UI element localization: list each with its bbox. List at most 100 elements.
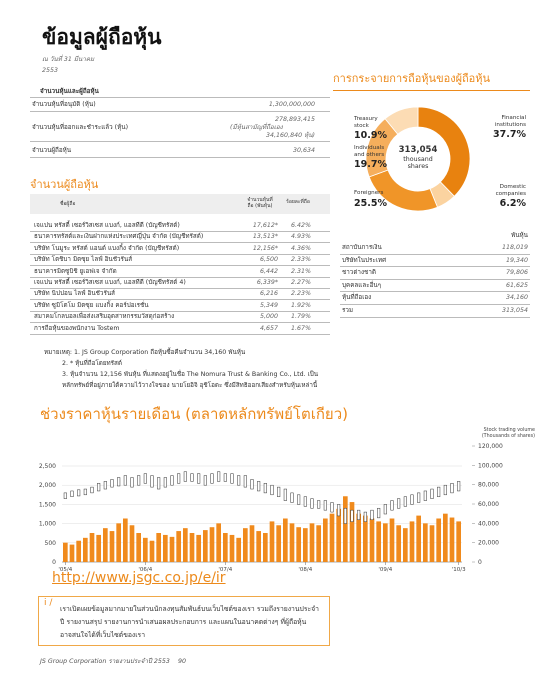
volume-bar: [83, 537, 88, 562]
candle: [250, 479, 254, 490]
shares-held: 6,216: [259, 290, 278, 298]
percent-held: 2.23%: [290, 290, 311, 298]
y2-tick-label: 40,000: [478, 520, 499, 527]
shareholder-name: บริษัท โนมูระ ทรัสต์ แอนด์ แบงกิ้ง จำกัด…: [34, 244, 180, 252]
rule: [30, 141, 330, 142]
volume-bar: [256, 531, 261, 562]
y2-tick-label: 60,000: [478, 501, 499, 508]
slice-name: Individuals and others: [354, 145, 385, 158]
slice-label: 6.2%: [499, 198, 526, 209]
percent-held: 4.93%: [290, 233, 311, 241]
candle: [403, 496, 407, 507]
row-value: 278,893,415: [274, 116, 315, 123]
volume-bar: [443, 513, 448, 562]
row-value: 313,054: [501, 307, 528, 314]
row-value: 118,019: [501, 244, 528, 251]
candle: [257, 481, 261, 492]
percent-held: 2.33%: [290, 256, 311, 264]
y2-tick-label: 100,000: [478, 462, 503, 469]
candle: [357, 509, 361, 521]
candle: [397, 498, 401, 509]
row-label: ชาวต่างชาติ: [342, 269, 376, 277]
candle: [363, 511, 367, 522]
volume-bar: [289, 523, 295, 562]
volume-bar: [169, 536, 175, 562]
legend-label: Stock trading volume: [484, 427, 535, 433]
shares-held: 6,442: [259, 267, 278, 275]
row-value: 19,340: [505, 256, 528, 264]
percent-held: 1.92%: [290, 301, 311, 309]
y-tick-label: 1,000: [39, 521, 56, 528]
candle: [170, 475, 174, 486]
y2-tick-label: 120,000: [478, 443, 503, 450]
candle: [110, 479, 114, 488]
pie-slice: [384, 106, 419, 135]
candle: [123, 475, 127, 486]
shares-held: 5,000: [259, 313, 278, 321]
volume-bar: [76, 540, 81, 562]
volume-bar: [269, 521, 275, 562]
link[interactable]: http://www.jsgc.co.jp/e/ir: [52, 570, 226, 586]
candle: [263, 483, 267, 494]
shareholder-name: บริษัท นิปปอน ไลฟ์ อินชัวรันส์: [34, 290, 115, 298]
stock-chart: 0 500 1,000 1,500 2,000 2,500 0 20,000 40,000 60,…: [39, 427, 535, 573]
candle: [157, 477, 161, 490]
unit: พันหุ้น: [511, 232, 528, 239]
x-tick-label: '07/4: [218, 567, 232, 573]
volume-bar: [343, 496, 348, 562]
volume-bar: [156, 533, 161, 562]
candle: [230, 473, 234, 484]
volume-bar: [309, 523, 315, 562]
volume-bar: [409, 521, 415, 562]
candle: [197, 473, 201, 484]
shares-held: 13,513*: [252, 233, 278, 241]
candle: [77, 489, 81, 497]
volume-bar: [336, 508, 341, 562]
candle: [350, 509, 354, 522]
volume-bar: [236, 537, 241, 562]
rule: [30, 322, 330, 324]
shareholder-name: เจแปน ทรัสตี้ เซอร์วิสเซส แบงก์, แอลทีดี…: [34, 279, 186, 286]
volume-bar: [363, 515, 368, 562]
candle: [130, 477, 134, 488]
page-number: 90: [178, 658, 187, 665]
row-label: จำนวนหุ้นที่ออกและชำระแล้ว (หุ้น): [32, 124, 129, 131]
candle: [243, 475, 247, 488]
candle: [210, 473, 214, 484]
shareholder-name: เจแปน ทรัสตี้ เซอร์วิสเซส แบงก์, แอลทีดี…: [34, 222, 180, 229]
volume-bar: [96, 534, 101, 562]
y2-tick-label: 0: [478, 559, 482, 566]
candle: [430, 488, 434, 499]
slice-label: 10.9%: [354, 130, 387, 141]
volume-bar: [116, 523, 121, 562]
slice-name: Treasury stock: [354, 116, 378, 129]
shares-held: 4,657: [259, 324, 278, 332]
volume-bar: [209, 527, 215, 562]
candle: [190, 473, 194, 482]
rule: [340, 253, 530, 255]
shareholder-name: บริษัท ซูมิโตโม มิตซุย แบงกิ้ง คอร์ปอเรช…: [34, 301, 149, 309]
volume-bar: [196, 534, 201, 562]
volume-bar: [456, 521, 461, 562]
row-label: รวม: [342, 307, 354, 314]
slice-name: Domestic companies: [495, 184, 526, 197]
candle: [377, 507, 381, 519]
rule: [30, 288, 330, 289]
volume-bar: [89, 533, 95, 562]
shareholder-name: บริษัท โตชิบา มิตซุย ไลฟ์ อินชัวรันส์: [34, 256, 133, 264]
info-box: [38, 596, 330, 646]
row-value: 79,806: [505, 269, 528, 277]
volume-bar: [223, 533, 228, 562]
candle: [150, 475, 154, 488]
volume-bar: [229, 534, 235, 562]
column-header: ชื่อผู้ถือ: [60, 201, 76, 207]
candle: [303, 496, 307, 507]
volume-bar: [249, 525, 255, 562]
rule: [340, 291, 530, 293]
volume-bar: [263, 533, 268, 562]
date: ณ วันที่ 31 มีนาคม: [42, 56, 95, 63]
volume-bar: [189, 533, 195, 562]
volume-bar: [283, 518, 288, 562]
volume-bar: [136, 533, 141, 562]
volume-bar: [376, 521, 381, 562]
